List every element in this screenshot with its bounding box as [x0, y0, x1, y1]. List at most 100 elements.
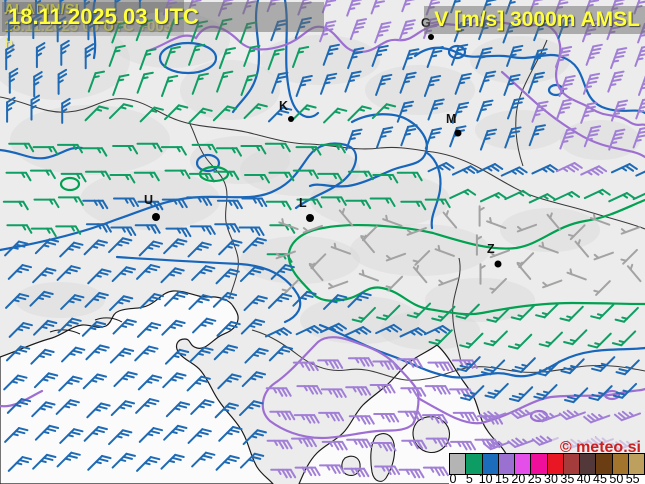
wind-barb: [585, 43, 603, 66]
wind-barb: [323, 294, 348, 310]
wind-barb: [320, 322, 347, 334]
legend-tick-label: 30: [544, 472, 558, 484]
wind-barb: [108, 44, 126, 67]
wind-barb: [136, 456, 161, 472]
legend-swatch: [612, 454, 629, 474]
city-dot: [454, 129, 462, 137]
wind-barb: [320, 196, 347, 206]
wind-barb: [516, 261, 532, 280]
wind-barb: [587, 332, 612, 349]
wind-barb: [302, 224, 324, 234]
wind-barb: [346, 438, 373, 449]
wind-barb: [398, 19, 416, 42]
wind-barb: [398, 468, 425, 479]
wind-barb: [111, 266, 136, 283]
wind-barb: [553, 190, 581, 202]
wind-barb: [479, 192, 507, 203]
wind-barb: [83, 425, 108, 442]
wind-barb: [308, 262, 324, 282]
wind-barb: [218, 47, 237, 70]
wind-barb: [217, 373, 242, 390]
wind-barb: [291, 46, 310, 69]
wind-barb: [5, 44, 15, 71]
wind-barb: [163, 238, 188, 255]
legend-tick-label: 5: [465, 472, 473, 484]
wind-barb: [563, 329, 588, 346]
wind-barb: [486, 306, 511, 323]
wind-barb: [30, 94, 40, 121]
wind-barb: [137, 200, 164, 211]
wind-barb: [348, 415, 375, 425]
wind-barb: [608, 128, 626, 151]
wind-barb: [479, 128, 498, 151]
wind-barb: [265, 387, 292, 397]
wind-barb: [489, 249, 511, 259]
wind-barb: [508, 386, 534, 403]
wind-barb: [188, 294, 213, 310]
wind-barb: [323, 107, 348, 124]
wind-barb: [406, 302, 432, 319]
wind-barb: [610, 163, 638, 174]
wind-barb: [351, 306, 376, 323]
wind-barb: [243, 103, 268, 120]
wind-barb: [423, 324, 451, 336]
wind-barb: [583, 125, 602, 148]
wind-barb: [296, 385, 323, 395]
wind-barb: [634, 44, 645, 67]
wind-barb: [271, 71, 289, 94]
wind-barb: [134, 345, 159, 362]
wind-barb: [160, 267, 185, 284]
wind-barb: [500, 166, 528, 177]
wind-barb: [375, 323, 403, 335]
island: [412, 416, 451, 454]
wind-barb: [82, 199, 109, 210]
wind-barb: [164, 104, 189, 121]
wind-barb: [580, 101, 598, 124]
wind-barb: [593, 280, 611, 296]
wind-barb: [243, 295, 268, 312]
wind-barb: [295, 146, 322, 156]
wind-barb: [397, 410, 424, 421]
wind-barb: [60, 294, 85, 310]
variable-label: V [m/s] 3000m AMSL: [424, 6, 645, 34]
wind-barb: [322, 43, 340, 66]
wind-barb: [270, 264, 295, 280]
wind-barb: [588, 385, 613, 401]
wind-barb: [542, 279, 563, 289]
wind-barb: [613, 410, 642, 422]
wind-barb: [138, 427, 164, 443]
wind-barb: [191, 451, 216, 468]
wind-barb: [82, 373, 108, 390]
wind-barb: [5, 345, 31, 362]
wind-barb: [111, 452, 136, 469]
wind-barb: [456, 356, 481, 372]
wind-barb: [479, 410, 507, 422]
wind-barb: [371, 44, 389, 67]
wind-barb: [385, 275, 404, 292]
wind-barb: [412, 250, 431, 266]
wind-barb: [136, 142, 163, 153]
wind-barb: [191, 265, 216, 281]
wind-barb: [400, 387, 427, 397]
wind-barb: [216, 199, 243, 210]
wind-barb: [427, 98, 445, 121]
wind-barb: [32, 146, 59, 156]
wind-barb: [5, 293, 30, 309]
wind-barb: [296, 198, 323, 209]
legend-tick-label: 0: [449, 472, 457, 484]
wind-barb: [292, 104, 317, 121]
wind-barb: [535, 360, 561, 377]
wind-barb: [160, 75, 179, 98]
wind-barb: [212, 105, 238, 122]
wind-barb: [242, 237, 267, 254]
wind-barb: [281, 279, 300, 295]
wind-barb: [8, 67, 19, 94]
wind-barb: [478, 70, 497, 93]
wind-barb: [319, 72, 338, 95]
wind-barb: [294, 466, 321, 477]
wind-barb: [32, 453, 57, 470]
wind-barb: [563, 387, 589, 404]
wind-barb: [321, 0, 337, 14]
wind-barb: [479, 263, 486, 285]
